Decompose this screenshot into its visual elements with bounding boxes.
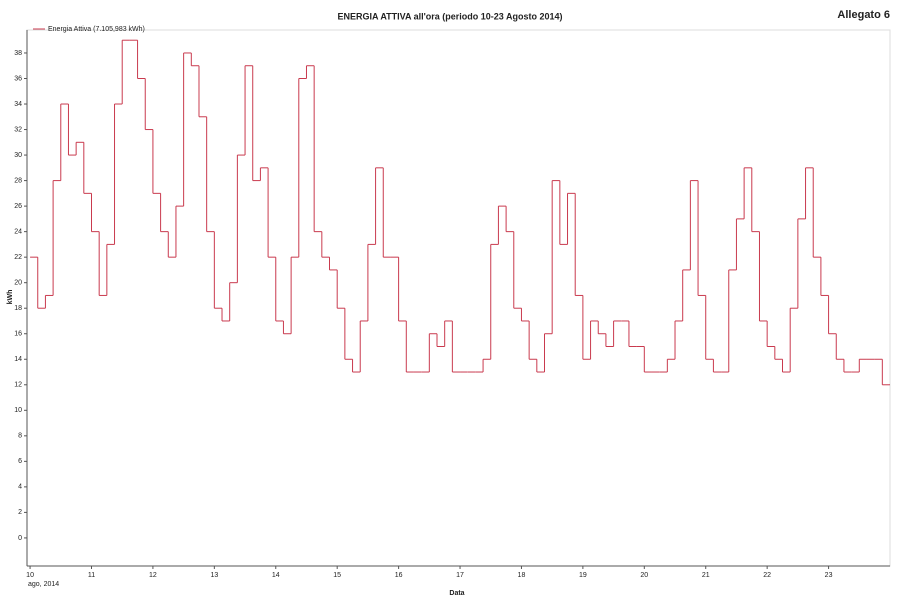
legend-label: Energia Attiva (7.105,983 kWh): [48, 26, 145, 33]
chart-title: ENERGIA ATTIVA all'ora (periodo 10-23 Ag…: [337, 11, 562, 21]
x-tick-label: 23: [825, 572, 833, 579]
x-tick-label: 10: [26, 572, 34, 579]
y-tick-label: 26: [14, 203, 22, 210]
y-tick-label: 2: [18, 509, 22, 516]
y-tick-label: 12: [14, 382, 22, 389]
x-axis-title: Data: [449, 590, 464, 597]
y-tick-label: 32: [14, 126, 22, 133]
y-axis-title: kWh: [7, 290, 14, 305]
y-tick-label: 36: [14, 75, 22, 82]
x-tick-label: 13: [210, 572, 218, 579]
y-tick-label: 4: [18, 484, 22, 491]
x-tick-label: 22: [763, 572, 771, 579]
x-tick-label: 15: [333, 572, 341, 579]
x-tick-label: 21: [702, 572, 710, 579]
y-tick-label: 20: [14, 280, 22, 287]
x-sublabel: ago, 2014: [28, 581, 59, 588]
y-tick-label: 10: [14, 407, 22, 414]
y-tick-label: 6: [18, 458, 22, 465]
y-tick-label: 16: [14, 331, 22, 338]
x-tick-label: 16: [395, 572, 403, 579]
corner-label: Allegato 6: [837, 9, 890, 21]
y-tick-label: 0: [18, 535, 22, 542]
y-tick-label: 18: [14, 305, 22, 312]
y-tick-label: 24: [14, 228, 22, 235]
x-tick-label: 14: [272, 572, 280, 579]
x-tick-label: 18: [518, 572, 526, 579]
y-tick-label: 38: [14, 50, 22, 57]
y-tick-label: 22: [14, 254, 22, 261]
x-tick-label: 11: [88, 572, 95, 579]
plot-frame: [26, 29, 891, 567]
y-tick-label: 28: [14, 177, 22, 184]
x-tick-label: 19: [579, 572, 587, 579]
y-tick-label: 30: [14, 152, 22, 159]
y-tick-label: 14: [14, 356, 22, 363]
x-tick-label: 17: [456, 572, 464, 579]
y-tick-label: 34: [14, 101, 22, 108]
x-tick-label: 12: [149, 572, 157, 579]
y-tick-label: 8: [18, 433, 22, 440]
x-tick-label: 20: [640, 572, 648, 579]
